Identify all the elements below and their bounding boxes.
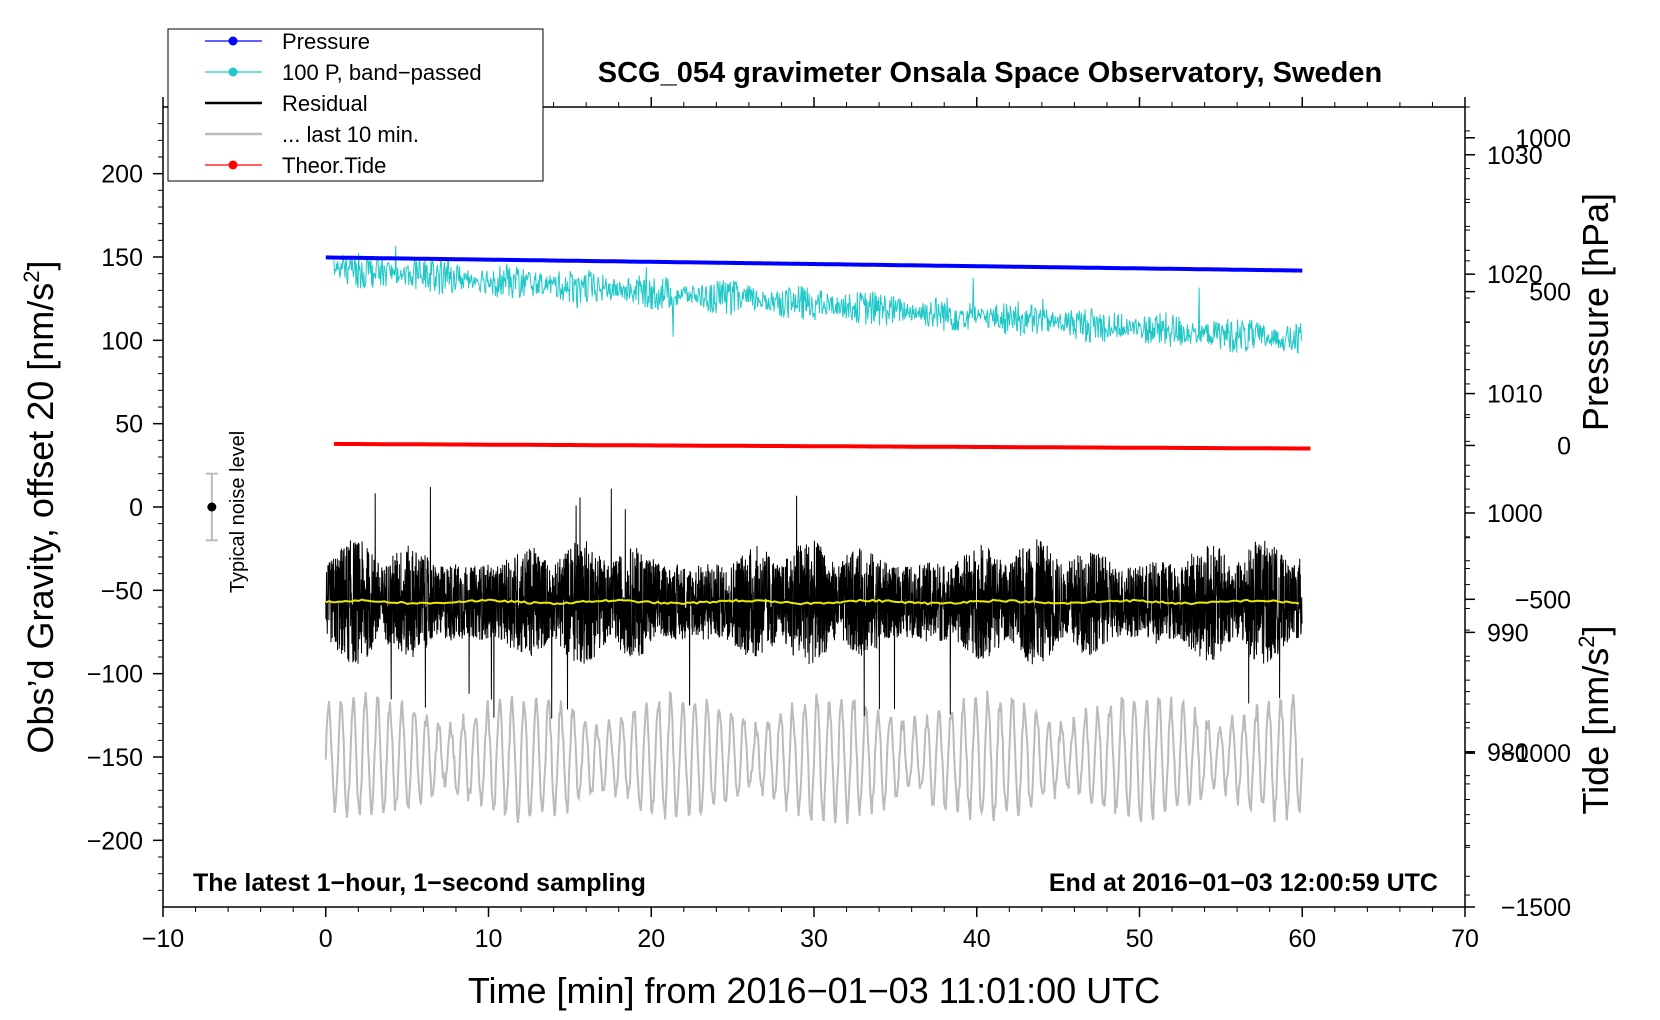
series-residual-mean-line xyxy=(325,598,1300,606)
annotation-sampling: The latest 1−hour, 1−second sampling xyxy=(193,869,646,897)
y-axis-label-tide: Tide [nm/s2] xyxy=(1574,626,1616,815)
left-y-tick-label: −100 xyxy=(87,661,143,689)
x-tick-label: 50 xyxy=(1126,925,1154,953)
tide-tick-label: 0 xyxy=(1557,432,1571,460)
series-tide-line xyxy=(333,441,1311,451)
annotation-end-time: End at 2016−01−03 12:00:59 UTC xyxy=(1049,869,1438,897)
tide-tick-label: −500 xyxy=(1515,586,1571,614)
left-y-tick-label: 50 xyxy=(115,411,143,439)
series-last10-line xyxy=(324,690,1304,825)
noise-center-dot xyxy=(207,502,217,512)
x-tick-label: 70 xyxy=(1451,925,1479,953)
legend-marker xyxy=(228,36,238,46)
series-bandpassed-line xyxy=(333,245,1303,354)
series-pressure-line xyxy=(325,255,1303,273)
legend-label: Theor.Tide xyxy=(282,153,386,178)
x-tick-label: 60 xyxy=(1288,925,1316,953)
pressure-tick-label: 1010 xyxy=(1487,381,1543,409)
x-tick-label: 40 xyxy=(963,925,991,953)
y-axis-label-tide-end: ] xyxy=(1575,626,1616,636)
y-axis-label-left: Obs’d Gravity, offset 20 [nm/s2] xyxy=(19,260,61,753)
tick-layer: −10 0 10 20 30 40 50 60 70200150100500−50−100−15… xyxy=(87,97,1571,953)
legend-label: 100 P, band−passed xyxy=(282,60,482,85)
legend-label: Residual xyxy=(282,91,368,116)
left-y-tick-label: 100 xyxy=(101,327,143,355)
pressure-tick-label: 1000 xyxy=(1487,500,1543,528)
left-y-tick-label: −50 xyxy=(101,577,143,605)
tide-tick-label: 500 xyxy=(1529,279,1571,307)
tide-tick-label: −1000 xyxy=(1501,740,1571,768)
y-axis-label-tide-sup: 2 xyxy=(1574,636,1599,648)
legend-label: ... last 10 min. xyxy=(282,122,419,147)
pressure-tick-label: 1020 xyxy=(1487,261,1543,289)
pressure-tick-label: 980 xyxy=(1487,739,1529,767)
y-axis-label-tide-text: Tide [nm/s xyxy=(1575,648,1616,815)
left-y-tick-label: −150 xyxy=(87,744,143,772)
tide-tick-label: −1500 xyxy=(1501,894,1571,922)
pressure-tick-label: 1030 xyxy=(1487,142,1543,170)
x-tick-label: −10 xyxy=(142,925,184,953)
noise-level-label: Typical noise level xyxy=(227,431,249,593)
y-axis-label-left-text: Obs’d Gravity, offset 20 [nm/s xyxy=(20,283,61,754)
x-tick-label: 10 xyxy=(475,925,503,953)
y-axis-label-pressure: Pressure [hPa] xyxy=(1575,193,1616,431)
legend-label: Pressure xyxy=(282,29,370,54)
legend-marker xyxy=(228,160,238,170)
left-y-tick-label: −200 xyxy=(87,827,143,855)
left-y-tick-label: 0 xyxy=(129,494,143,522)
left-y-tick-label: 150 xyxy=(101,244,143,272)
x-axis-label: Time [min] from 2016−01−03 11:01:00 UTC xyxy=(468,970,1160,1011)
series-layer xyxy=(324,245,1311,825)
pressure-tick-label: 990 xyxy=(1487,619,1529,647)
legend: Pressure 100 P, band−passed Residual ... la… xyxy=(167,28,544,182)
tide-tick-label: 1000 xyxy=(1515,125,1571,153)
noise-level-indicator xyxy=(205,472,218,542)
left-y-tick-label: 200 xyxy=(101,161,143,189)
chart-title: SCG_054 gravimeter Onsala Space Observat… xyxy=(598,57,1382,89)
legend-box xyxy=(167,28,544,182)
y-axis-label-left-end: ] xyxy=(20,260,61,270)
legend-marker xyxy=(228,67,238,77)
x-tick-label: 20 xyxy=(637,925,665,953)
x-tick-label: 30 xyxy=(800,925,828,953)
y-axis-label-left-sup: 2 xyxy=(19,270,44,282)
x-tick-label: 0 xyxy=(319,925,333,953)
